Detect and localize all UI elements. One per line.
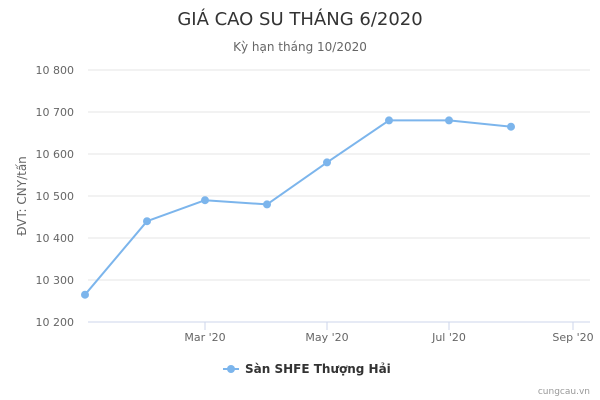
legend-label: Sàn SHFE Thượng Hải — [245, 362, 391, 376]
y-axis-title: ĐVT: CNY/tấn — [15, 156, 29, 236]
data-point[interactable] — [81, 290, 89, 299]
legend[interactable]: Sàn SHFE Thượng Hải — [223, 362, 391, 376]
data-point[interactable] — [445, 116, 453, 125]
credit-text[interactable]: cungcau.vn — [538, 387, 590, 397]
grid-lines — [88, 69, 590, 323]
y-axis-ticks: 10 200 10 300 10 400 10 500 10 600 10 700 10 8… — [36, 64, 75, 329]
y-tick-label: 10 200 — [36, 316, 75, 329]
series-layer — [81, 116, 515, 299]
y-tick-label: 10 700 — [36, 106, 75, 119]
series-line — [84, 119, 512, 296]
data-point[interactable] — [263, 200, 271, 209]
y-tick-label: 10 800 — [36, 64, 75, 77]
data-point[interactable] — [507, 122, 515, 131]
data-point[interactable] — [385, 116, 393, 125]
y-tick-label: 10 600 — [36, 148, 75, 161]
x-tick-label: Sep '20 — [552, 331, 593, 344]
x-axis-ticks: Mar '20 May '20 Jul '20 Sep '20 — [184, 322, 594, 344]
chart-title: GIÁ CAO SU THÁNG 6/2020 — [177, 8, 422, 30]
data-point[interactable] — [143, 217, 151, 226]
y-tick-label: 10 400 — [36, 232, 75, 245]
x-tick-label: Mar '20 — [184, 331, 225, 344]
data-point[interactable] — [323, 158, 331, 167]
x-tick-label: May '20 — [305, 331, 348, 344]
legend-marker — [227, 365, 235, 373]
y-tick-label: 10 300 — [36, 274, 75, 287]
data-point[interactable] — [201, 196, 209, 205]
chart-subtitle: Kỳ hạn tháng 10/2020 — [233, 40, 367, 54]
y-tick-label: 10 500 — [36, 190, 75, 203]
x-tick-label: Jul '20 — [431, 331, 466, 344]
